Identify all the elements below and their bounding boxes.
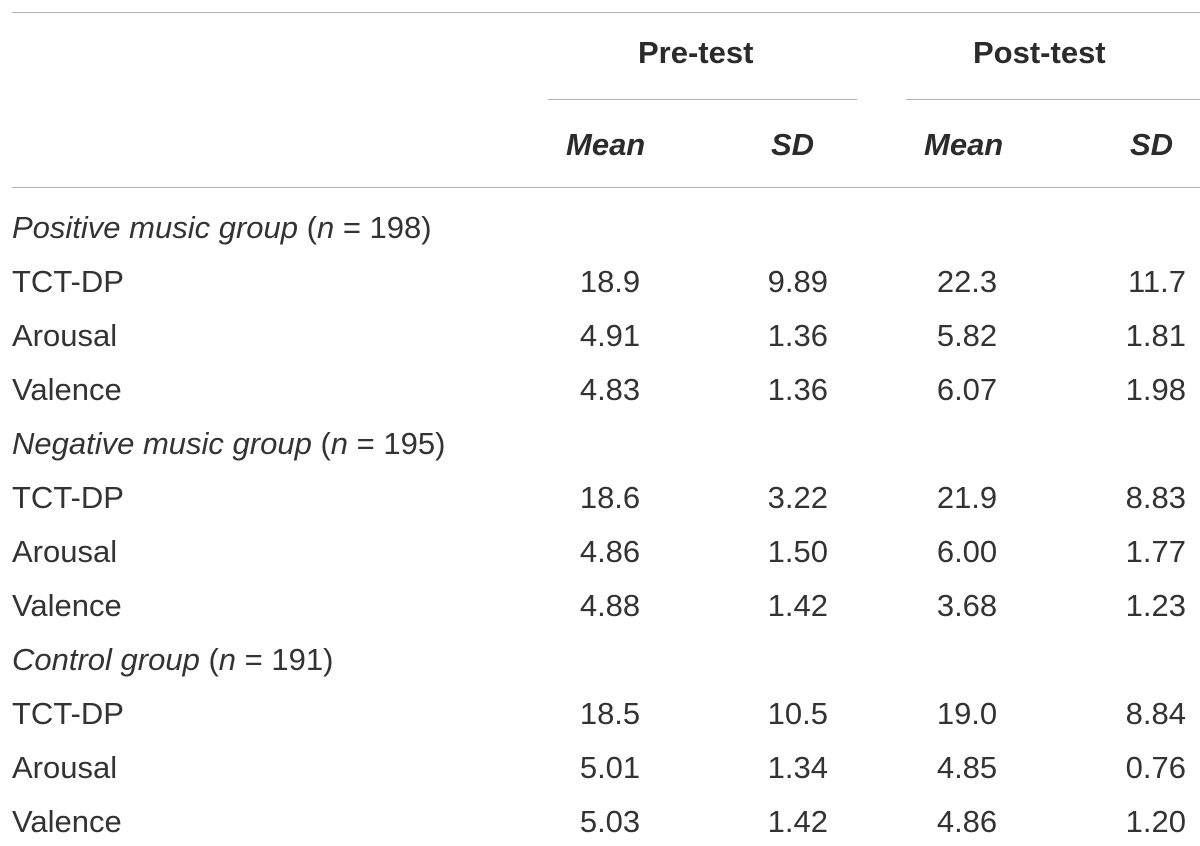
post-sd-cell: 11.7 [1127, 264, 1186, 299]
post-sd-cell: 1.98 [1125, 372, 1186, 407]
pre-sd-cell: 1.50 [767, 534, 828, 569]
pre-mean-cell: 5.03 [579, 804, 641, 839]
row-label: TCT-DP [12, 264, 124, 299]
post-mean-cell: 3.68 [936, 588, 998, 623]
post-sd-cell: 1.77 [1125, 534, 1186, 569]
pre-sd-cell: 1.42 [767, 804, 828, 839]
post-sd-cell: 8.84 [1125, 696, 1186, 731]
post-mean-cell: 4.86 [936, 804, 998, 839]
row-label: Valence [12, 588, 122, 623]
row-label: Valence [12, 372, 122, 407]
section-count: = 195) [348, 426, 446, 461]
row-label: TCT-DP [12, 696, 124, 731]
pre-mean-cell: 4.91 [579, 318, 641, 353]
pre-sd-cell: 1.34 [767, 750, 828, 785]
section-paren: ( [199, 642, 219, 677]
row-label: Arousal [12, 534, 118, 569]
post-mean-cell: 22.3 [936, 264, 998, 299]
post-mean-cell: 5.82 [936, 318, 998, 353]
section-n: n [316, 210, 335, 245]
section-name: Positive music group [12, 210, 299, 245]
section-label-negative: Negative music group (n = 195) [12, 428, 445, 459]
post-mean-cell: 4.85 [936, 750, 998, 785]
post-sd-cell: 0.76 [1125, 750, 1186, 785]
pre-sd-cell: 9.89 [767, 264, 828, 299]
header-post-test: Post-test [973, 35, 1106, 70]
section-n: n [330, 426, 349, 461]
section-label-positive: Positive music group (n = 198) [12, 212, 432, 243]
post-mean-cell: 6.07 [936, 372, 998, 407]
row-label: Valence [12, 804, 122, 839]
pre-sd-cell: 1.36 [767, 318, 828, 353]
post-mean-cell: 19.0 [936, 696, 998, 731]
row-label: TCT-DP [12, 480, 124, 515]
section-name: Negative music group [12, 426, 312, 461]
post-mean-cell: 21.9 [936, 480, 998, 515]
header-bottom-rule [12, 187, 1200, 188]
pre-mean-cell: 4.86 [579, 534, 641, 569]
post-sd-cell: 8.83 [1125, 480, 1186, 515]
pre-sd-cell: 10.5 [767, 696, 828, 731]
section-count: = 198) [334, 210, 432, 245]
post-test-rule [906, 99, 1200, 100]
top-rule [12, 12, 1200, 13]
post-sd-cell: 1.23 [1125, 588, 1186, 623]
pre-mean-cell: 4.88 [579, 588, 641, 623]
post-sd-cell: 1.81 [1125, 318, 1186, 353]
pre-sd-cell: 1.36 [767, 372, 828, 407]
pre-mean-cell: 5.01 [579, 750, 641, 785]
row-label: Arousal [12, 750, 118, 785]
header-post-mean: Mean [924, 127, 1004, 162]
pre-sd-cell: 1.42 [767, 588, 828, 623]
header-pre-sd: SD [771, 127, 815, 162]
pre-test-rule [548, 99, 857, 100]
section-count: = 191) [236, 642, 334, 677]
section-name: Control group [12, 642, 200, 677]
section-label-control: Control group (n = 191) [12, 644, 333, 675]
pre-sd-cell: 3.22 [767, 480, 828, 515]
pre-mean-cell: 18.6 [579, 480, 641, 515]
header-pre-test: Pre-test [638, 35, 754, 70]
pre-mean-cell: 4.83 [579, 372, 641, 407]
section-paren: ( [311, 426, 331, 461]
header-post-sd: SD [1130, 127, 1174, 162]
post-mean-cell: 6.00 [936, 534, 998, 569]
pre-mean-cell: 18.9 [579, 264, 641, 299]
section-n: n [218, 642, 237, 677]
section-paren: ( [298, 210, 317, 245]
post-sd-cell: 1.20 [1125, 804, 1186, 839]
row-label: Arousal [12, 318, 118, 353]
header-pre-mean: Mean [566, 127, 646, 162]
pre-mean-cell: 18.5 [579, 696, 641, 731]
